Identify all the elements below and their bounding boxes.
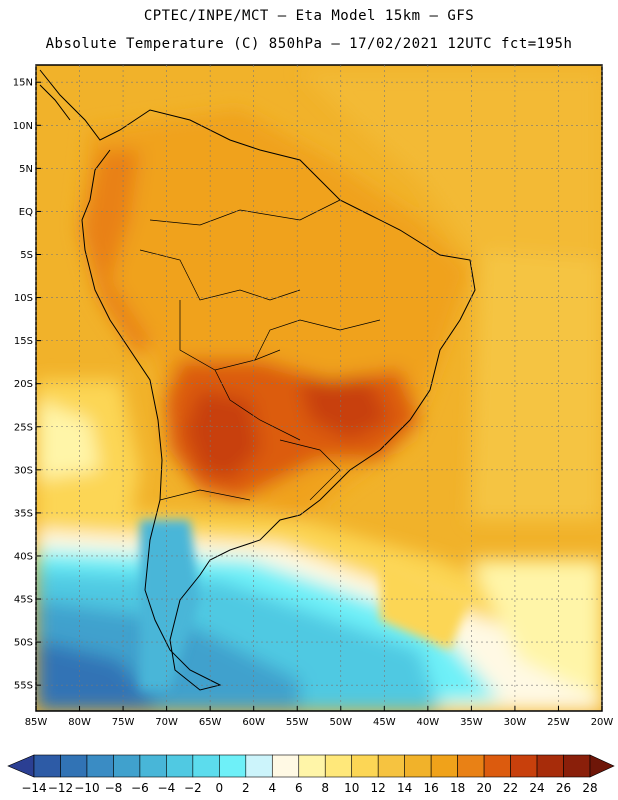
latitude-label: 10S (14, 293, 33, 304)
colorbar-label: 6 (295, 781, 303, 795)
colorbar-swatch (86, 754, 114, 778)
colorbar-swatch (377, 754, 405, 778)
colorbar-label: 20 (476, 781, 491, 795)
colorbar-swatch (510, 754, 538, 778)
colorbar-swatch (139, 754, 167, 778)
longitude-label: 60W (242, 717, 265, 728)
colorbar-swatch (457, 754, 485, 778)
colorbar-label: −12 (48, 781, 73, 795)
colorbar-swatch (351, 754, 379, 778)
temperature-field (36, 65, 602, 711)
colorbar (7, 754, 615, 778)
longitude-labels: 85W 80W 75W 70W 65W 60W 55W 50W 45W 40W 35W 30W 25W 2… (25, 717, 614, 728)
country-borders (139, 199, 381, 501)
longitude-label: 25W (547, 717, 570, 728)
latitude-label: 45S (14, 595, 33, 606)
latitude-label: 50S (14, 638, 33, 649)
colorbar-label: −2 (184, 781, 202, 795)
latitude-label: 15N (13, 78, 33, 89)
colorbar-swatch (404, 754, 432, 778)
latitude-label: 5S (20, 250, 33, 261)
colorbar-swatch (192, 754, 220, 778)
title-line-2: Absolute Temperature (C) 850hPa – 17/02/… (45, 36, 573, 52)
colorbar-label: −14 (21, 781, 46, 795)
latitude-label: 15S (14, 336, 33, 347)
map-frame (35, 64, 603, 712)
longitude-label: 40W (417, 717, 440, 728)
colorbar-label: −6 (131, 781, 149, 795)
longitude-label: 20W (591, 717, 614, 728)
longitude-label: 30W (504, 717, 527, 728)
latitude-label: 40S (14, 551, 33, 562)
colorbar-swatch (324, 754, 353, 778)
colorbar-swatch (563, 754, 591, 778)
colorbar-label: −4 (158, 781, 176, 795)
colorbar-label: −8 (105, 781, 123, 795)
colorbar-label: 10 (344, 781, 359, 795)
longitude-label: 85W (25, 717, 48, 728)
longitude-label: 35W (460, 717, 483, 728)
latitude-label: 55S (14, 681, 33, 692)
colorbar-swatch (166, 754, 194, 778)
colorbar-label: 24 (529, 781, 544, 795)
longitude-label: 55W (286, 717, 309, 728)
colorbar-swatch (113, 754, 141, 778)
colorbar-label: 2 (242, 781, 250, 795)
latitude-label: 35S (14, 508, 33, 519)
colorbar-label: 12 (371, 781, 386, 795)
latitude-label: 20S (14, 379, 33, 390)
colorbar-swatch (60, 754, 88, 778)
colorbar-label: 22 (503, 781, 518, 795)
longitude-label: 50W (329, 717, 352, 728)
colorbar-swatch (430, 754, 458, 778)
colorbar-swatch (33, 754, 61, 778)
latitude-label: 5N (19, 164, 33, 175)
colorbar-label: 16 (424, 781, 439, 795)
longitude-label: 65W (199, 717, 222, 728)
colorbar-label: 8 (321, 781, 329, 795)
colorbar-label: 0 (216, 781, 224, 795)
colorbar-label: −10 (74, 781, 99, 795)
colorbar-swatch (298, 754, 326, 778)
colorbar-swatch (589, 754, 615, 778)
colorbar-label: 28 (582, 781, 597, 795)
longitude-label: 75W (112, 717, 135, 728)
colorbar-labels: −14 −12 −10 −8 −6 −4 −2 0 2 4 6 8 10 12 14 16 18 20 22 24 26… (21, 781, 597, 795)
longitude-label: 80W (68, 717, 91, 728)
graticule (35, 65, 603, 711)
latitude-label: EQ (19, 207, 33, 218)
coastline (39, 69, 476, 691)
colorbar-label: 4 (268, 781, 276, 795)
colorbar-swatch (483, 754, 511, 778)
title-line-1: CPTEC/INPE/MCT – Eta Model 15km – GFS (143, 8, 475, 24)
colorbar-label: 26 (556, 781, 571, 795)
longitude-label: 70W (155, 717, 178, 728)
colorbar-swatch (219, 754, 247, 778)
colorbar-swatch (245, 754, 273, 778)
colorbar-swatch (536, 754, 564, 778)
latitude-labels: 15N 10N 5N EQ 5S 10S 15S 20S 25S 30S 35S 40S 45S 50S 5… (13, 78, 33, 692)
latitude-label: 30S (14, 465, 33, 476)
latitude-label: 10N (13, 121, 33, 132)
colorbar-label: 18 (450, 781, 465, 795)
colorbar-label: 14 (397, 781, 412, 795)
latitude-label: 25S (14, 422, 33, 433)
colorbar-swatch (271, 754, 300, 778)
colorbar-swatch (7, 754, 35, 778)
longitude-label: 45W (373, 717, 396, 728)
